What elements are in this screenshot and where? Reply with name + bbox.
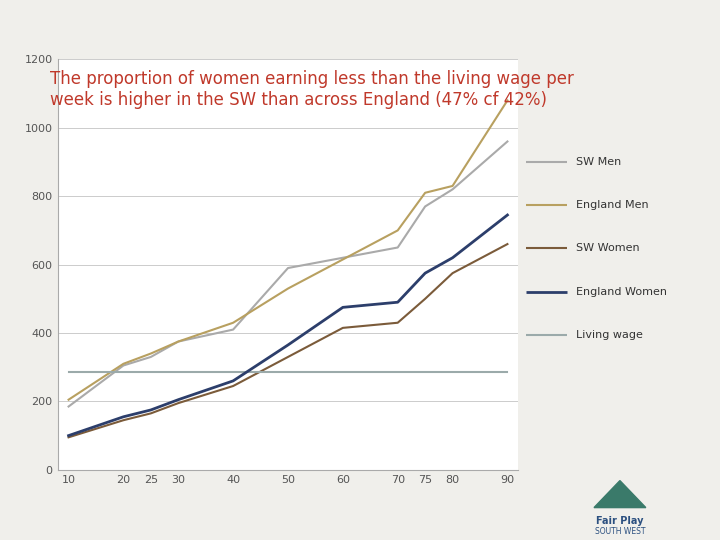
Text: England Women: England Women: [576, 287, 667, 296]
Text: Living wage: Living wage: [576, 330, 643, 340]
Text: SW Women: SW Women: [576, 244, 640, 253]
Text: Fair Play: Fair Play: [596, 516, 644, 526]
Text: SW Men: SW Men: [576, 157, 621, 167]
Text: England Men: England Men: [576, 200, 649, 210]
Text: SOUTH WEST: SOUTH WEST: [595, 526, 645, 536]
Text: The proportion of women earning less than the living wage per
week is higher in : The proportion of women earning less tha…: [50, 70, 575, 109]
Polygon shape: [594, 481, 646, 508]
